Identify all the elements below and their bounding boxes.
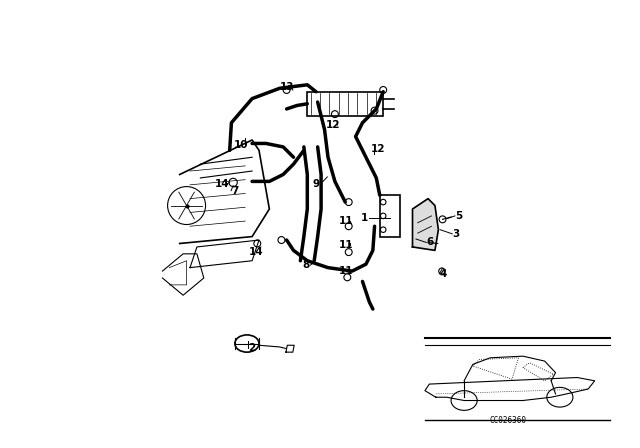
Text: 14: 14 [249,247,264,257]
Polygon shape [163,254,204,295]
Polygon shape [180,140,269,244]
Text: 2: 2 [248,343,256,353]
Text: 10: 10 [234,140,248,150]
Bar [307,92,383,116]
Text: 11: 11 [339,266,353,276]
Text: 6: 6 [427,237,434,247]
Text: 12: 12 [326,120,340,130]
Text: 8: 8 [303,260,310,270]
Text: 4: 4 [440,269,447,279]
Polygon shape [190,240,259,267]
Polygon shape [286,345,294,352]
Text: 12: 12 [371,144,385,154]
Text: 5: 5 [456,211,463,221]
Text: 7: 7 [232,186,239,196]
Text: 11: 11 [339,216,353,226]
Bar [380,195,401,237]
Text: 1: 1 [362,213,369,223]
Text: 11: 11 [339,240,353,250]
Polygon shape [413,198,438,250]
Text: CC026360: CC026360 [489,416,526,425]
Text: 14: 14 [215,179,229,189]
Text: 9: 9 [313,179,320,189]
Text: 3: 3 [452,229,460,239]
Text: 13: 13 [280,82,294,91]
